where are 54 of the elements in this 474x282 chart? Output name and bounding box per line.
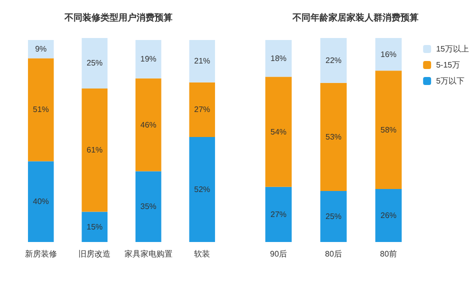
- data-label: 18%: [270, 54, 287, 63]
- data-label: 16%: [380, 50, 397, 59]
- x-tick-label: 90后: [270, 250, 287, 258]
- bar: [189, 82, 216, 137]
- x-tick-label: 80前: [380, 250, 397, 258]
- data-label: 61%: [86, 146, 103, 155]
- data-label: 27%: [194, 105, 210, 114]
- data-label: 26%: [380, 210, 397, 220]
- data-label: 54%: [270, 127, 287, 136]
- bar: [375, 188, 402, 242]
- bar: [135, 78, 162, 172]
- bar: [28, 58, 54, 162]
- data-label: 46%: [140, 120, 156, 130]
- bar: [265, 186, 292, 242]
- data-label: 58%: [380, 125, 397, 134]
- data-label: 9%: [35, 44, 47, 54]
- data-label: 25%: [325, 212, 342, 221]
- bar: [320, 191, 347, 242]
- bar: [265, 76, 292, 187]
- bar: [375, 38, 402, 71]
- bar: [135, 171, 162, 242]
- data-label: 27%: [270, 210, 287, 219]
- legend-label: 15万以上: [436, 44, 470, 54]
- x-tick-label: 家具家电购置: [124, 250, 172, 258]
- x-tick-label: 80后: [325, 250, 342, 258]
- chart-title: 不同年龄家居家装人群消费预算: [292, 12, 418, 22]
- bar: [135, 40, 162, 78]
- bar: [320, 82, 347, 191]
- x-tick-label: 新房装修: [24, 250, 57, 258]
- data-label: 21%: [194, 56, 210, 66]
- data-label: 52%: [194, 184, 210, 194]
- bar: [320, 38, 347, 83]
- data-label: 25%: [86, 58, 103, 68]
- data-label: 35%: [140, 202, 156, 212]
- x-tick-label: 软装: [194, 250, 210, 258]
- data-label: 51%: [32, 105, 49, 114]
- bar: [82, 88, 108, 212]
- bar: [189, 40, 216, 82]
- data-label: 15%: [86, 222, 103, 232]
- bar: [265, 40, 292, 77]
- bar: [375, 70, 402, 189]
- legend-label: 5万以下: [436, 76, 465, 86]
- x-tick-label: 旧房改造: [78, 250, 111, 258]
- bar: [82, 212, 108, 242]
- bar: [82, 38, 108, 88]
- bar: [189, 136, 216, 242]
- data-label: 53%: [325, 132, 342, 142]
- data-label: 40%: [32, 197, 49, 206]
- data-label: 22%: [325, 56, 342, 65]
- chart-title: 不同装修类型用户消费预算: [64, 12, 172, 22]
- bar: [28, 161, 54, 242]
- data-label: 19%: [140, 54, 156, 64]
- bar: [28, 40, 54, 58]
- legend-label: 5-15万: [436, 60, 460, 70]
